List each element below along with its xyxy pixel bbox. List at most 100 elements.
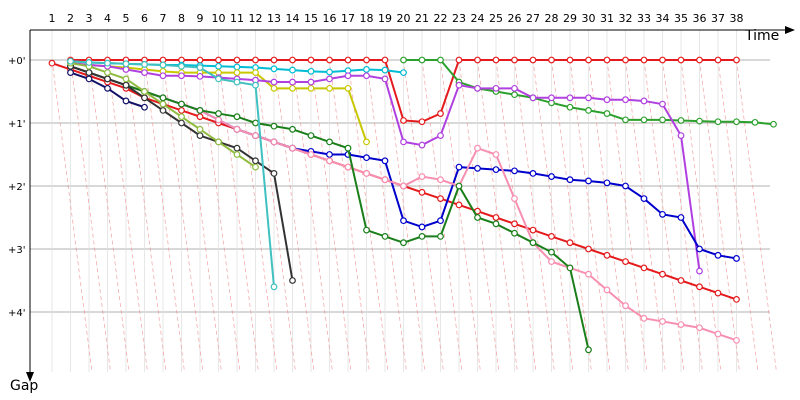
series-point xyxy=(492,56,500,64)
lap-tick-label: 30 xyxy=(582,12,596,25)
series-point xyxy=(215,56,222,64)
series-point xyxy=(677,117,685,124)
lap-guide-line xyxy=(51,59,93,373)
series-point xyxy=(659,116,666,124)
lap-tick-label: 17 xyxy=(341,12,355,25)
lap-tick-label: 2 xyxy=(67,12,74,25)
gap-tick-label: +4' xyxy=(8,308,26,319)
series-point xyxy=(640,56,648,64)
series-point xyxy=(548,56,555,64)
series-point xyxy=(400,117,407,124)
series-point xyxy=(196,72,204,80)
series-point xyxy=(289,144,296,152)
series-point xyxy=(215,110,222,117)
series-point xyxy=(326,56,333,64)
series-point xyxy=(67,69,74,76)
series-point xyxy=(252,56,259,64)
series-point xyxy=(159,72,167,80)
series-point xyxy=(733,118,740,126)
grid xyxy=(30,59,770,313)
series-point xyxy=(307,151,315,158)
series-point xyxy=(714,330,722,338)
y-axis-arrow xyxy=(26,372,34,382)
series-point xyxy=(363,154,370,162)
series-point xyxy=(122,75,130,83)
lap-guide-line xyxy=(532,59,574,373)
series-point xyxy=(215,116,222,124)
lap-guide-line xyxy=(199,59,241,373)
series-point xyxy=(400,182,407,190)
lap-guide-line xyxy=(310,59,352,373)
series-point xyxy=(677,56,685,64)
series-point xyxy=(548,173,555,180)
lap-tick-label: 23 xyxy=(452,12,466,25)
lap-guide-line xyxy=(347,59,389,373)
series-point xyxy=(640,314,648,322)
lap-tick-label: 16 xyxy=(323,12,337,25)
lap-guide-line xyxy=(680,59,722,373)
series-point xyxy=(622,56,629,64)
series-point xyxy=(196,56,204,64)
series xyxy=(67,59,703,275)
lap-tick-label: 12 xyxy=(249,12,263,25)
series-point xyxy=(178,72,185,80)
series xyxy=(67,62,296,284)
series-point xyxy=(529,94,537,102)
series-point xyxy=(529,169,537,177)
series-point xyxy=(659,100,666,108)
series-point xyxy=(437,217,444,225)
series-point xyxy=(566,103,574,111)
series-point xyxy=(418,232,426,240)
series-point xyxy=(400,138,407,146)
series-point xyxy=(529,226,537,234)
series-point xyxy=(437,56,444,64)
lap-guide-line xyxy=(292,59,333,373)
series-point xyxy=(418,141,426,149)
series-point xyxy=(326,151,333,158)
series-point xyxy=(714,118,722,126)
lap-tick-label: 25 xyxy=(489,12,503,25)
series-point xyxy=(344,163,352,171)
series-point xyxy=(178,119,185,127)
series-point xyxy=(566,176,574,184)
lap-guide-line xyxy=(625,59,666,373)
lap-guide-line xyxy=(551,59,592,373)
series-point xyxy=(529,239,537,247)
lap-guide-line xyxy=(514,59,555,373)
series-point xyxy=(48,59,56,67)
series-point xyxy=(622,116,629,124)
lap-guide-line xyxy=(606,59,648,373)
lap-tick-label: 10 xyxy=(212,12,226,25)
series-point xyxy=(363,169,370,177)
series-point xyxy=(141,94,148,102)
series-point xyxy=(770,120,777,128)
series-point xyxy=(696,283,703,291)
series-point xyxy=(289,84,296,92)
lap-tick-label: 1 xyxy=(49,12,56,25)
lap-tick-label: 33 xyxy=(637,12,651,25)
series-point xyxy=(640,116,648,124)
series-point xyxy=(381,56,389,64)
series-point xyxy=(659,270,666,278)
series-point xyxy=(252,157,259,165)
series-point xyxy=(511,167,518,175)
series-point xyxy=(696,56,703,64)
series-point xyxy=(233,63,241,71)
series-point xyxy=(178,62,185,70)
series-point xyxy=(603,110,611,117)
series-point xyxy=(196,113,204,121)
lap-guide-line xyxy=(218,59,259,373)
series-point xyxy=(289,66,296,74)
series-point xyxy=(474,164,481,172)
series-point xyxy=(122,97,130,105)
series-point xyxy=(733,56,740,64)
lap-tick-label: 21 xyxy=(415,12,429,25)
series-point xyxy=(603,251,611,259)
series-point xyxy=(233,151,241,158)
series-point xyxy=(437,176,444,184)
series-point xyxy=(622,302,629,310)
series-point xyxy=(566,94,574,102)
lap-tick-label: 7 xyxy=(160,12,167,25)
series-point xyxy=(474,84,481,92)
series-point xyxy=(511,84,518,92)
